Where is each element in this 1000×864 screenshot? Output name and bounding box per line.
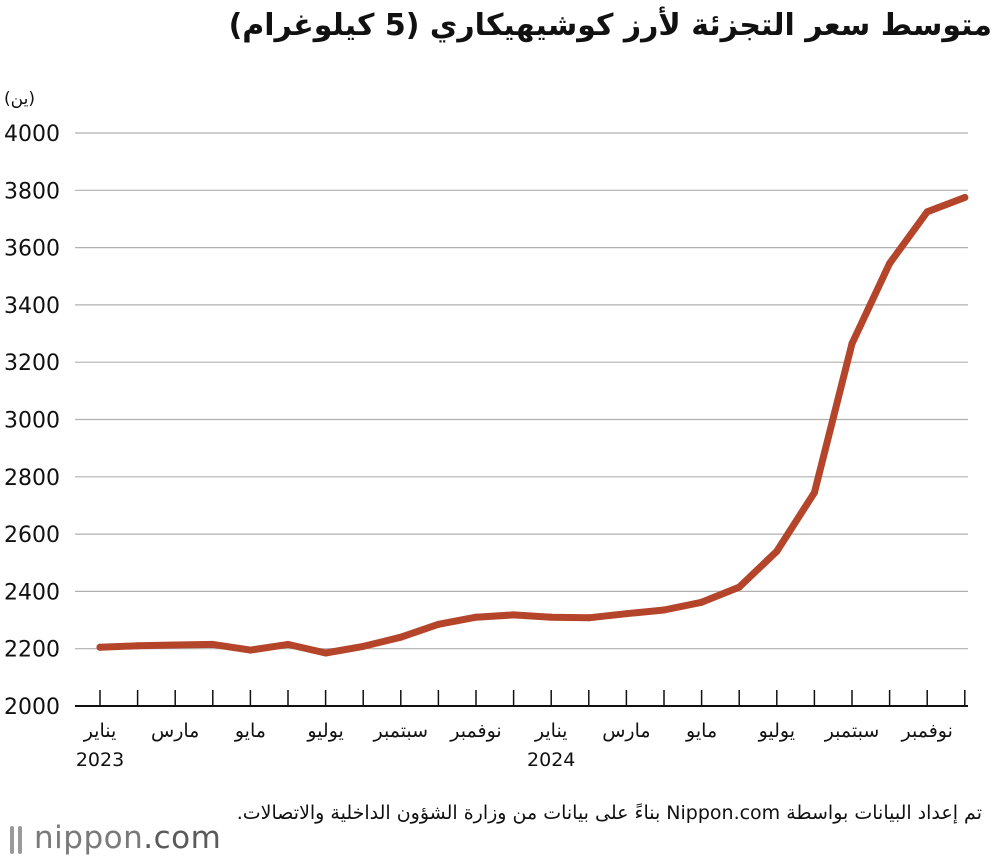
- data-point: [134, 642, 142, 650]
- chart-title: متوسط سعر التجزئة لأرز كوشيهيكاري (5 كيل…: [228, 8, 992, 43]
- x-tick-label: مايو: [685, 720, 717, 742]
- data-point: [434, 620, 442, 628]
- y-tick-label: 3800: [4, 179, 60, 204]
- y-tick-label: 2600: [4, 523, 60, 548]
- data-point: [96, 643, 104, 651]
- data-point: [397, 633, 405, 641]
- data-point: [660, 606, 668, 614]
- x-tick-year-label: 2024: [527, 749, 575, 771]
- data-point: [284, 640, 292, 648]
- y-tick-label: 2200: [4, 638, 60, 663]
- grid-layer: [75, 132, 968, 650]
- x-tick-label: يوليو: [306, 720, 343, 742]
- data-point: [246, 646, 254, 654]
- data-point: [886, 259, 894, 267]
- data-point: [923, 208, 931, 216]
- y-tick-label: 3000: [4, 409, 60, 434]
- series-line: [96, 194, 969, 657]
- x-tick-year-label: 2023: [76, 749, 124, 771]
- logo-suffix: .com: [143, 820, 222, 856]
- x-tick-label: يوليو: [758, 720, 795, 742]
- data-point: [773, 547, 781, 555]
- x-tick-label: مايو: [234, 720, 266, 742]
- line-layer: [96, 193, 969, 657]
- data-point: [848, 340, 856, 348]
- data-point: [359, 642, 367, 650]
- x-tick-label: يناير: [83, 720, 117, 742]
- data-point: [622, 610, 630, 618]
- data-point: [735, 583, 743, 591]
- end-value-annotation: 3775 ين: [999, 158, 1000, 184]
- y-tick-label: 2000: [4, 695, 60, 720]
- data-point: [961, 193, 969, 201]
- data-point: [209, 640, 217, 648]
- y-tick-label: 3400: [4, 294, 60, 319]
- source-note: تم إعداد البيانات بواسطة Nippon.com بناء…: [236, 802, 982, 824]
- logo-mark-icon: [8, 825, 26, 854]
- logo-name: nippon: [34, 820, 144, 856]
- line-chart: (ين) 2000 2200 2400 2600 2800 3000 3200 3400 3600…: [4, 89, 1000, 771]
- nippon-logo: nippon.com: [8, 820, 221, 856]
- x-tick-label: مارس: [151, 720, 199, 742]
- axis-layer: [75, 690, 968, 707]
- y-tick-label: 3600: [4, 237, 60, 262]
- data-point: [510, 611, 518, 619]
- data-point: [547, 613, 555, 621]
- x-tick-label: سبتمبر: [824, 720, 880, 742]
- x-tick-label: يناير: [534, 720, 568, 742]
- data-point: [698, 598, 706, 606]
- x-tick-label: سبتمبر: [373, 720, 429, 742]
- data-point: [171, 641, 179, 649]
- y-tick-label: 4000: [4, 122, 60, 147]
- y-tick-label: 2400: [4, 580, 60, 605]
- y-tick-label: 2800: [4, 466, 60, 491]
- data-point: [472, 613, 480, 621]
- x-tick-label: نوفمبر: [449, 720, 501, 742]
- y-tick-label: 3200: [4, 351, 60, 376]
- data-point: [810, 489, 818, 497]
- data-point: [585, 614, 593, 622]
- label-layer: (ين) 2000 2200 2400 2600 2800 3000 3200 3400 3600…: [4, 89, 1000, 771]
- x-tick-label: مارس: [602, 720, 650, 742]
- y-axis-unit-label: (ين): [4, 89, 35, 109]
- data-point: [322, 649, 330, 657]
- x-tick-label: نوفمبر: [901, 720, 953, 742]
